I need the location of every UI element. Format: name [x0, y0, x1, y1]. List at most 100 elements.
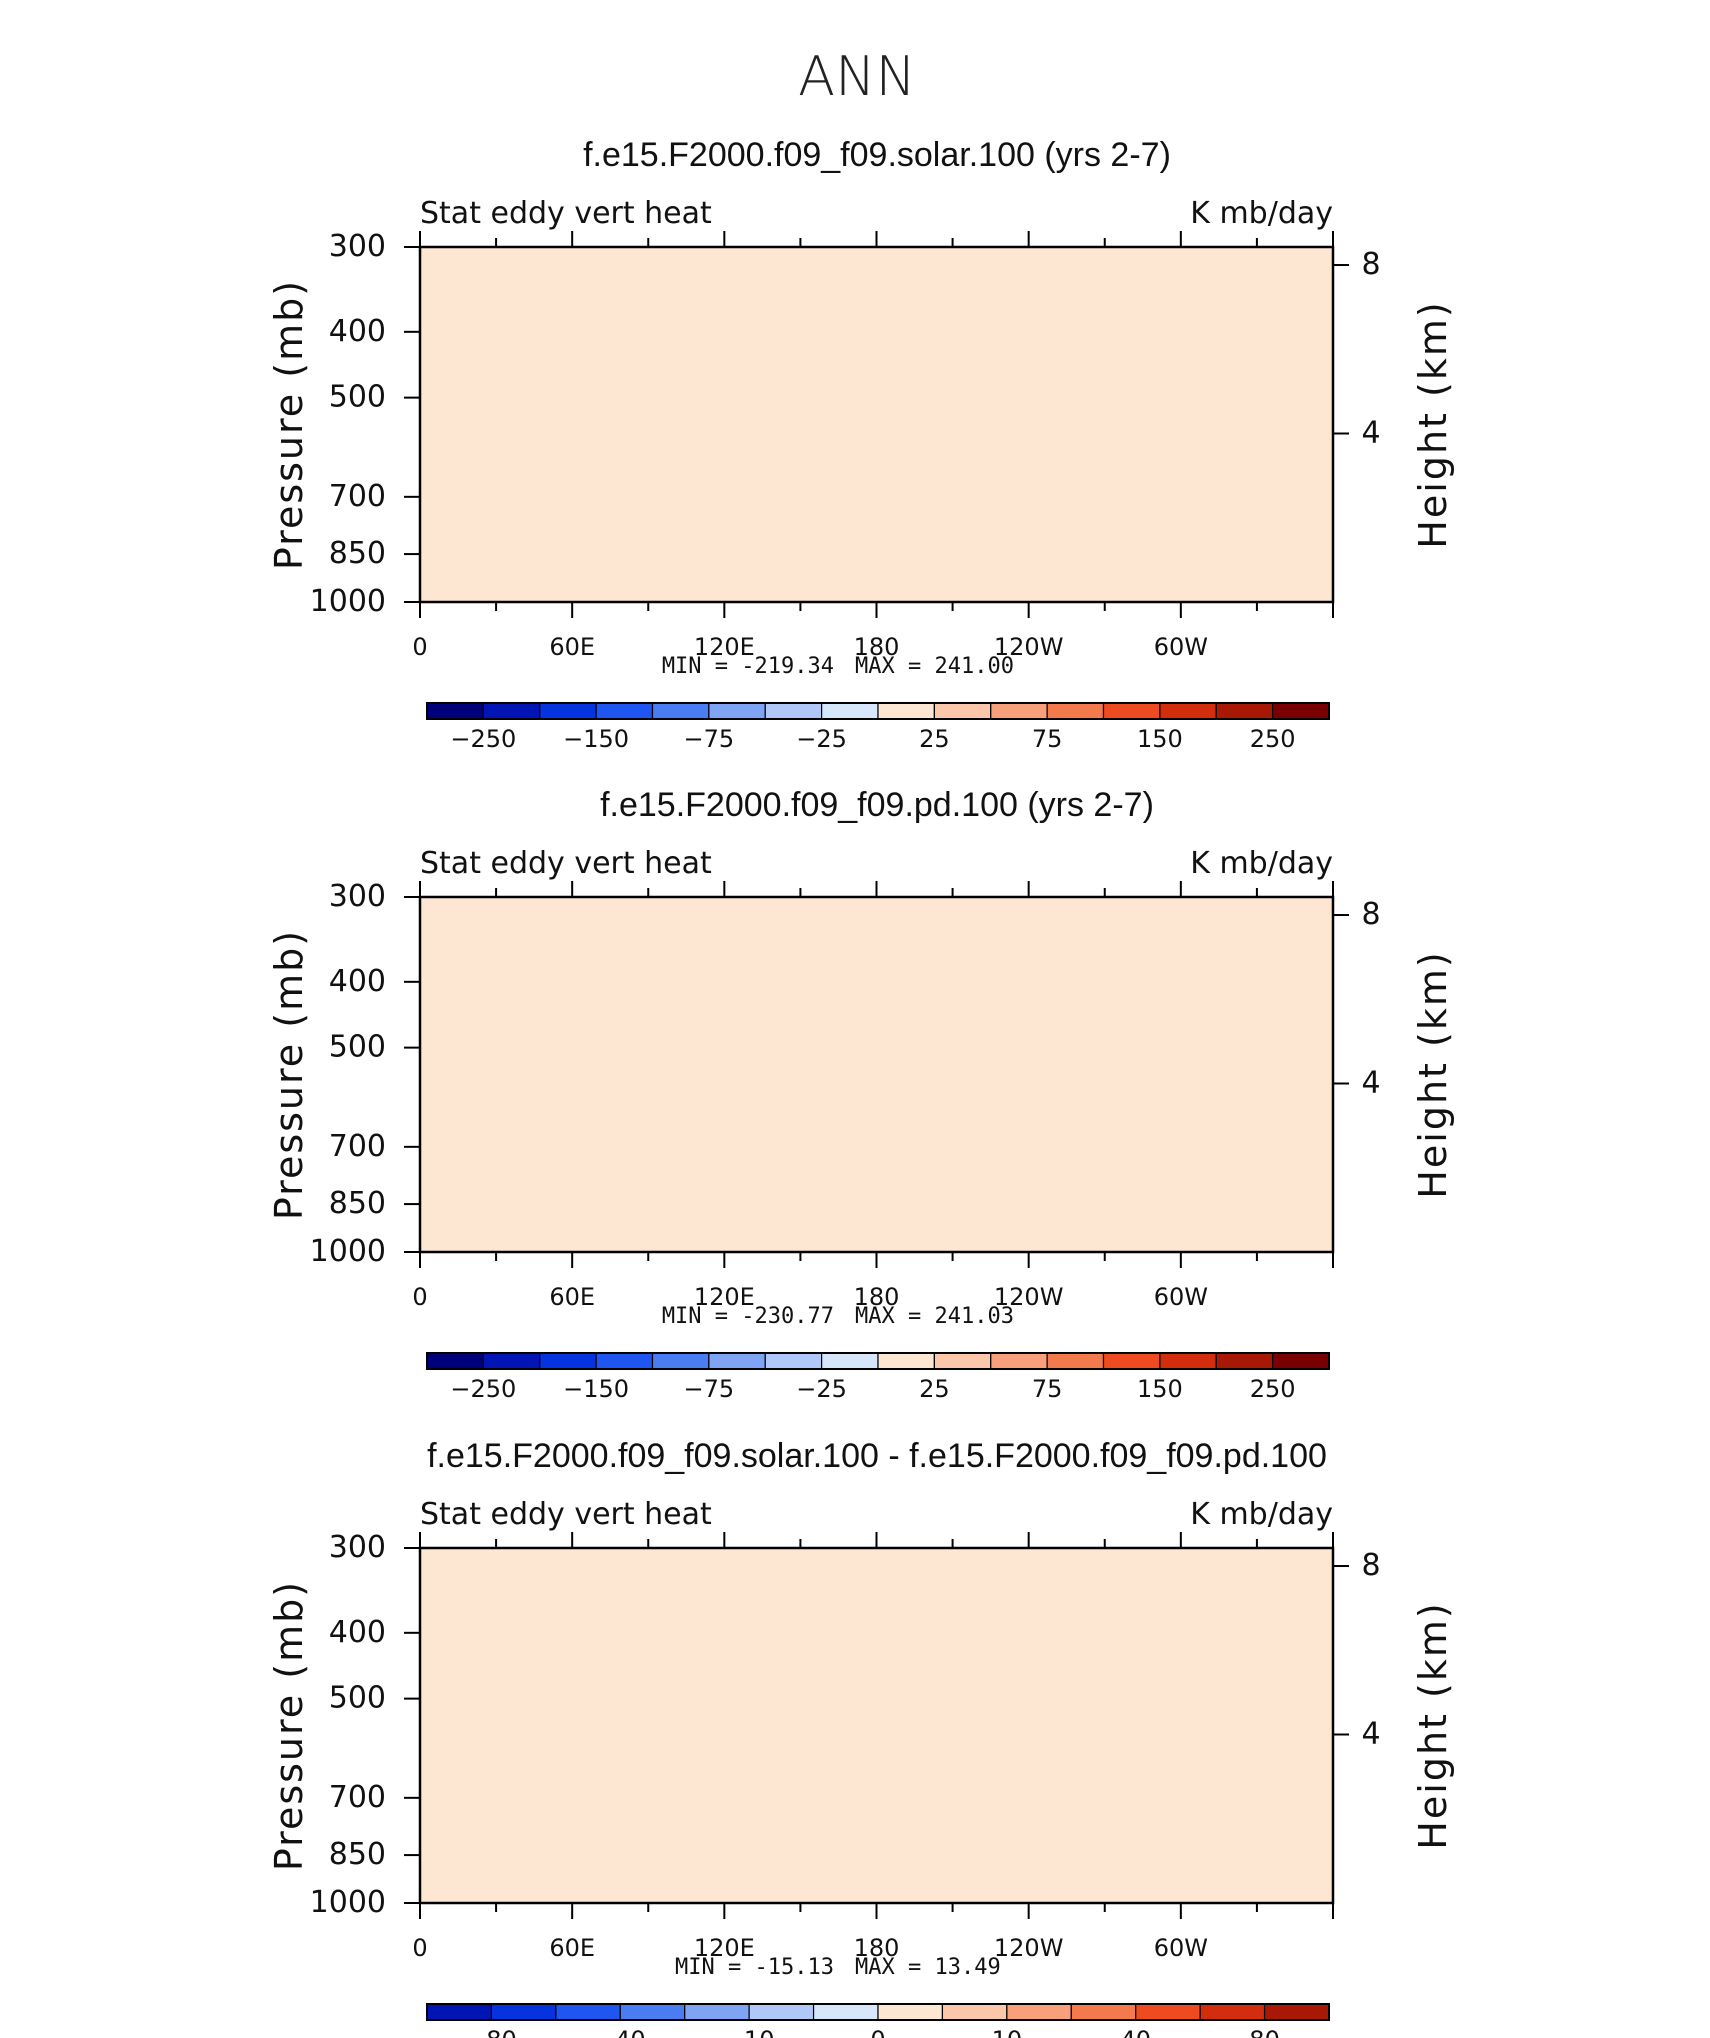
height-tick-label: 8 [1361, 1548, 1380, 1583]
y-tick-label: 500 [329, 380, 386, 415]
colorbar-label: 80 [1249, 2026, 1280, 2038]
colorbar-box [651, 702, 710, 720]
y-tick-label: 300 [329, 1530, 386, 1565]
colorbar-label: 250 [1250, 1375, 1296, 1403]
y-tick-label: 700 [329, 1129, 386, 1164]
colorbar-label: 10 [992, 2026, 1023, 2038]
colorbar-box [595, 1352, 654, 1370]
colorbar-label: −150 [563, 725, 629, 753]
y-axis-label: Pressure (mb) [267, 929, 311, 1220]
colorbar-label: −25 [796, 1375, 847, 1403]
y-tick-label: 700 [329, 479, 386, 514]
y-tick-label: 1000 [310, 1234, 386, 1269]
colorbar-label: 75 [1032, 725, 1063, 753]
colorbar-box [812, 2003, 879, 2021]
height-axis-label: Height (km) [1411, 950, 1455, 1198]
colorbar-box [821, 1352, 879, 1370]
colorbar-box [426, 2003, 493, 2021]
x-tick-label: 120E [694, 1283, 755, 1311]
colorbar-box [877, 1352, 935, 1370]
x-tick-label: 60W [1154, 1283, 1208, 1311]
height-tick-label: 8 [1361, 897, 1380, 932]
height-axis-label: Height (km) [1411, 1601, 1455, 1849]
colorbar-label: 250 [1250, 725, 1296, 753]
y-tick-label: 300 [329, 229, 386, 264]
colorbar-box [482, 1352, 541, 1370]
y-tick-label: 400 [329, 964, 386, 999]
colorbar-label: −75 [684, 725, 735, 753]
colorbar-box [684, 2003, 750, 2021]
colorbar-label: −10 [724, 2026, 775, 2038]
x-tick-label: 180 [854, 1934, 900, 1962]
height-tick-label: 8 [1361, 247, 1380, 282]
colorbar-box [595, 702, 654, 720]
colorbar-label: −25 [796, 725, 847, 753]
y-tick-label: 400 [329, 1615, 386, 1650]
x-tick-label: 60W [1154, 1934, 1208, 1962]
y-axis-label: Pressure (mb) [267, 1580, 311, 1871]
x-tick-label: 180 [854, 633, 900, 661]
colorbar-label: 40 [1120, 2026, 1151, 2038]
colorbar-box [1215, 1352, 1274, 1370]
colorbar-box [490, 2003, 557, 2021]
colorbar-box [482, 702, 541, 720]
colorbar-box [1272, 702, 1330, 720]
y-tick-label: 850 [329, 536, 386, 571]
x-tick-label: 180 [854, 1283, 900, 1311]
colorbar-box [748, 2003, 815, 2021]
colorbar-frame [426, 702, 1330, 720]
colorbar-box [1135, 2003, 1201, 2021]
colorbar-box [933, 1352, 992, 1370]
colorbar-label: 25 [919, 1375, 950, 1403]
y-tick-label: 300 [329, 879, 386, 914]
y-tick-label: 850 [329, 1186, 386, 1221]
colorbar-label: −250 [450, 725, 516, 753]
min-value: MIN = -219.34 [662, 654, 834, 679]
units-label: K mb/day [1190, 846, 1333, 881]
colorbar-box [651, 1352, 710, 1370]
x-tick-label: 120E [694, 1934, 755, 1962]
colorbar-box [1006, 2003, 1072, 2021]
colorbar-label: −75 [684, 1375, 735, 1403]
x-tick-label: 60W [1154, 633, 1208, 661]
colorbar-box [708, 702, 766, 720]
colorbar-box [1272, 1352, 1330, 1370]
main-title: ANN [798, 45, 916, 108]
colorbar-box [619, 2003, 686, 2021]
field-background [420, 1548, 1333, 1903]
y-axis-label: Pressure (mb) [267, 279, 311, 570]
contour-field [420, 897, 1333, 1252]
y-tick-label: 1000 [310, 584, 386, 619]
field-background [420, 897, 1333, 1252]
colorbar-box [1159, 1352, 1217, 1370]
colorbar-box [1159, 702, 1217, 720]
y-tick-label: 850 [329, 1837, 386, 1872]
colorbar-label: −80 [466, 2026, 517, 2038]
colorbar-box [539, 702, 597, 720]
max-value: MAX = 13.49 [855, 1955, 1001, 1980]
x-tick-label: 60E [549, 1283, 595, 1311]
max-value: MAX = 241.03 [855, 1304, 1014, 1329]
min-value: MIN = -15.13 [675, 1955, 834, 1980]
panel-3: 0 60E 120E 180 120W 60W300400500700850100084f… [267, 1437, 1455, 2038]
height-axis-label: Height (km) [1411, 300, 1455, 548]
x-tick-label: 120E [694, 633, 755, 661]
colorbar-box [877, 2003, 944, 2021]
x-tick-label: 0 [412, 1283, 427, 1311]
colorbar-box [933, 702, 992, 720]
variable-label: Stat eddy vert heat [420, 1497, 712, 1532]
panel-title: f.e15.F2000.f09_f09.solar.100 - f.e15.F2… [427, 1437, 1327, 1475]
colorbar-box [821, 702, 879, 720]
colorbar-label: −150 [563, 1375, 629, 1403]
x-tick-label: 60E [549, 633, 595, 661]
colorbar-frame [426, 2003, 1330, 2021]
height-tick-label: 4 [1361, 1066, 1380, 1101]
y-tick-label: 700 [329, 1780, 386, 1815]
colorbar-box [764, 1352, 823, 1370]
colorbar-box [1263, 2003, 1330, 2021]
colorbar-frame [426, 1352, 1330, 1370]
colorbar-box [1199, 2003, 1266, 2021]
x-tick-label: 0 [412, 633, 427, 661]
colorbar-box [426, 702, 484, 720]
